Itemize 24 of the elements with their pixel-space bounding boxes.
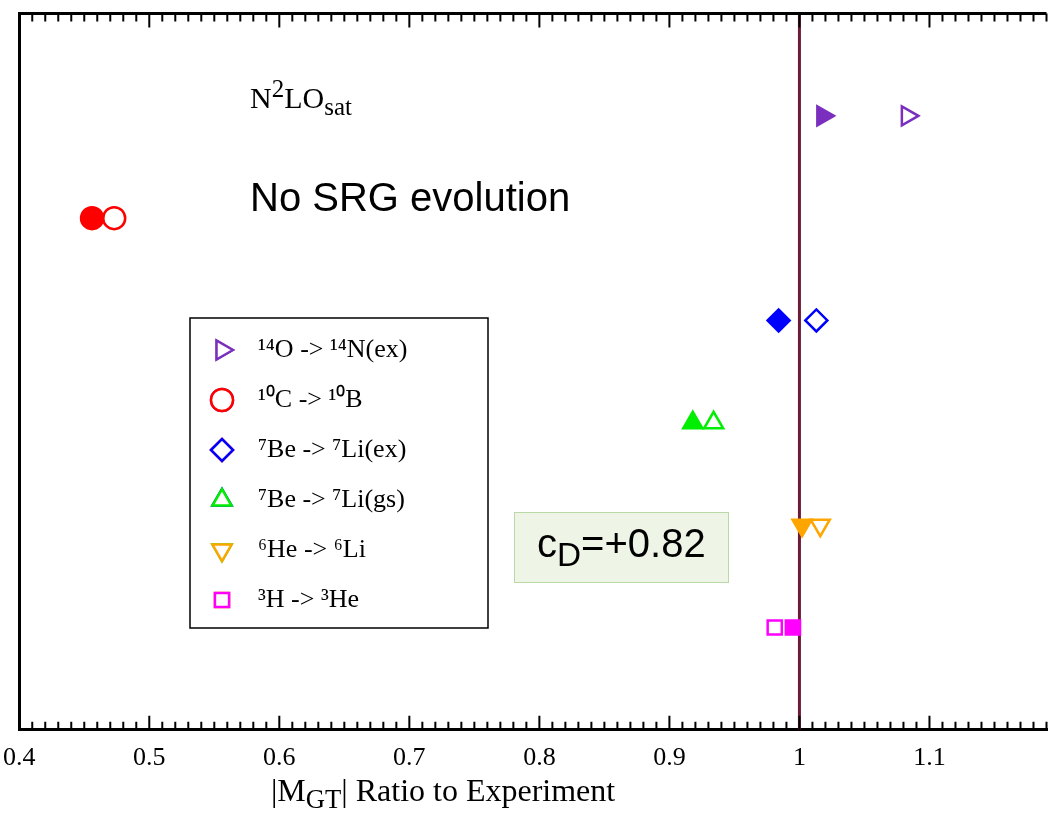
x-tick-label: 0.6: [263, 742, 296, 772]
x-tick-label: 0.4: [3, 742, 36, 772]
legend-label: ⁷Be -> ⁷Li(ex): [258, 433, 407, 463]
x-tick-label: 0.9: [653, 742, 686, 772]
x-tick-label: 0.8: [523, 742, 556, 772]
annotation: N$^{2}$LO$_{sat}$: [250, 75, 352, 121]
point: [804, 308, 829, 333]
x-axis-title: |M$_{GT}$| Ratio to Experiment: [270, 771, 616, 816]
x-tick-label: 1: [792, 742, 806, 772]
legend-label: ³H -> ³He: [258, 583, 360, 613]
legend-label: ⁷Be -> ⁷Li(gs): [258, 483, 405, 513]
x-tick-label: 1.1: [913, 742, 946, 772]
x-tick-label: 0.7: [393, 742, 426, 772]
point: [784, 619, 802, 636]
point: [79, 205, 105, 231]
point: [766, 619, 784, 636]
x-tick-label: 0.5: [133, 742, 166, 772]
annotation: c$_{D}$=+0.82: [514, 512, 729, 583]
legend-label: ¹⁰C -> ¹⁰B: [258, 383, 363, 413]
point: [766, 308, 791, 333]
legend-label: ⁶He -> ⁶Li: [258, 533, 366, 563]
point: [101, 205, 127, 231]
annotation: No SRG evolution: [250, 175, 571, 220]
legend-label: ¹⁴O -> ¹⁴N(ex): [258, 333, 408, 363]
